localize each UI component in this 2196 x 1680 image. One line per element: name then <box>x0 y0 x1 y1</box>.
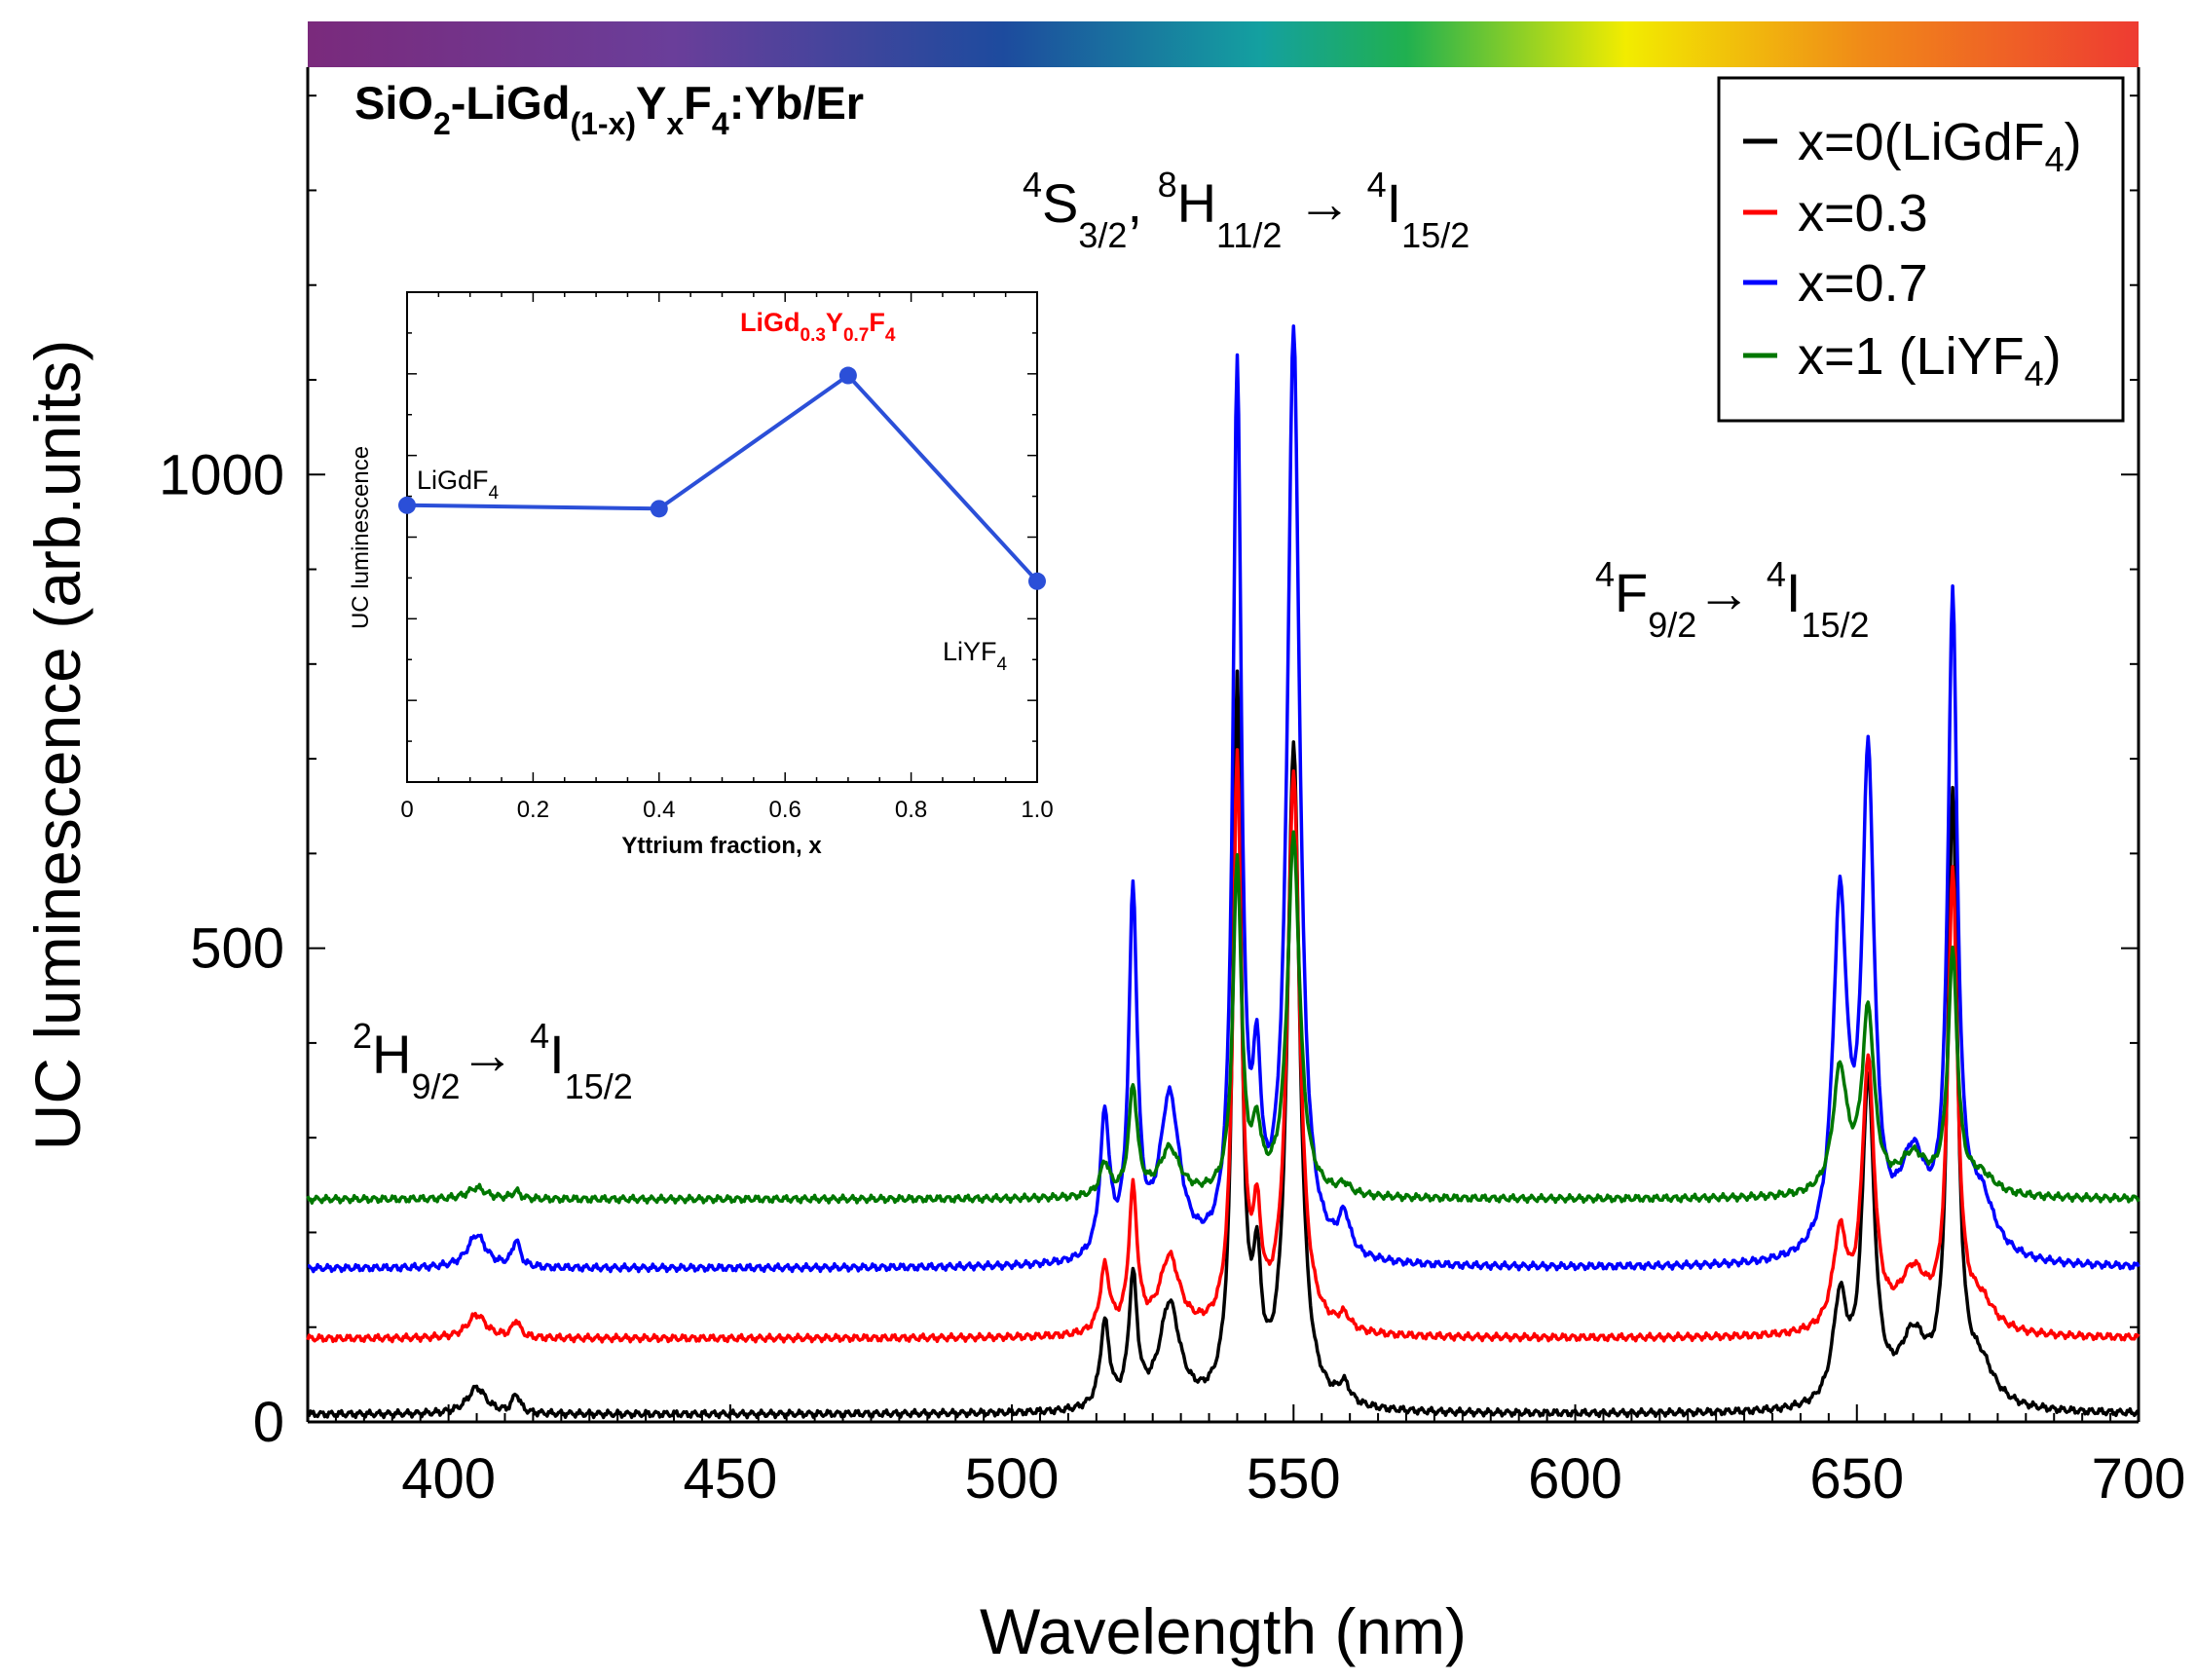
legend-label-x03: x=0.3 <box>1798 184 1928 243</box>
inset-point <box>838 366 857 385</box>
spectrum-color-bar <box>308 21 2139 67</box>
series-line-0 <box>307 669 2140 1420</box>
y-tick-label: 500 <box>190 917 284 981</box>
inset-x-axis-title: Yttrium fraction, x <box>621 833 822 859</box>
x-tick-label: 500 <box>965 1447 1060 1511</box>
x-tick-label: 550 <box>1247 1447 1341 1511</box>
inset-x-tick-label: 0.8 <box>895 797 927 823</box>
inset-label-ligdf4: LiGdF4 <box>417 466 500 504</box>
x-axis-title: Wavelength (nm) <box>980 1595 1467 1667</box>
y-tick-label: 0 <box>253 1391 284 1454</box>
legend-box <box>1717 76 2125 423</box>
legend-label-x07: x=0.7 <box>1798 254 1928 313</box>
x-tick-label: 600 <box>1528 1447 1622 1511</box>
inset-label-liyf4: LiYF4 <box>943 637 1008 675</box>
inset-point <box>398 496 416 514</box>
annotation-green-band: 4S3/2, 8H11/2 → 4I15/2 <box>1023 165 1470 255</box>
inset-line <box>406 372 1039 583</box>
inset-frame <box>406 291 1038 783</box>
legend-label-x0: x=0(LiGdF4) <box>1798 113 2082 179</box>
annotation-red-band: 4F9/2→ 4I15/2 <box>1595 554 1870 645</box>
series-line-1 <box>306 748 2140 1344</box>
inset-label-optimal: LiGd0.3Y0.7F4 <box>740 308 896 346</box>
inset-ticks: 0 0.2 0.4 0.6 0.8 1.0 <box>400 291 1054 823</box>
x-tick-label: 700 <box>2092 1447 2186 1511</box>
inset-chart: 0 0.2 0.4 0.6 0.8 1.0 Yttrium fraction, x UC … <box>348 291 1054 859</box>
inset-series <box>398 366 1046 590</box>
annotation-blue-band: 2H9/2→ 4I15/2 <box>353 1016 633 1106</box>
legend-label-x1: x=1 (LiYF4) <box>1798 327 2062 393</box>
series-line-3 <box>306 830 2140 1205</box>
inset-point <box>650 500 668 518</box>
chart-title: SiO2-LiGd(1-x)YxF4:Yb/Er <box>354 77 864 141</box>
legend: x=0(LiGdF4) x=0.3 x=0.7 x=1 (LiYF4) <box>1717 76 2125 423</box>
y-tick-label: 1000 <box>159 443 284 506</box>
x-tick-label: 450 <box>683 1447 777 1511</box>
inset-x-tick-label: 0.6 <box>769 797 801 823</box>
inset-x-tick-label: 0 <box>400 797 413 823</box>
y-axis-title: UC luminescence (arb.units) <box>21 340 93 1151</box>
x-tick-label: 400 <box>401 1447 496 1511</box>
inset-x-tick-label: 0.4 <box>643 797 675 823</box>
inset-x-tick-label: 1.0 <box>1021 797 1053 823</box>
series-lines <box>306 324 2140 1420</box>
axis-ticks: 400 450 500 550 600 650 700 0 500 1000 <box>159 94 2186 1511</box>
inset-point <box>1028 572 1046 590</box>
x-tick-label: 650 <box>1809 1447 1904 1511</box>
inset-x-tick-label: 0.2 <box>517 797 549 823</box>
inset-y-axis-title: UC luminescence <box>348 446 374 629</box>
